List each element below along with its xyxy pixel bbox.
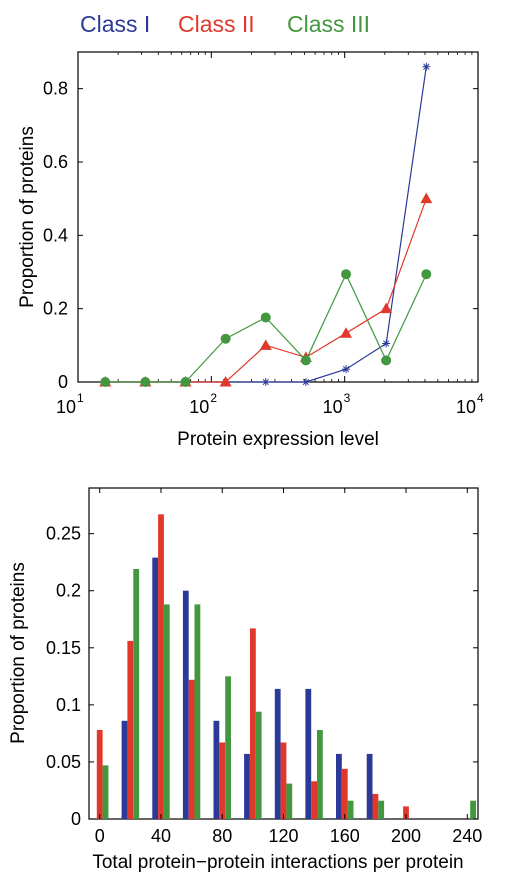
top-point-class-3 — [260, 312, 271, 323]
bottom-y-tick-label: 0.1 — [56, 695, 81, 715]
bar-class-1 — [366, 753, 373, 819]
bar-class-2 — [250, 628, 256, 819]
top-point-class-3 — [180, 377, 191, 387]
top-point-class-3 — [341, 269, 352, 280]
bar-class-2 — [188, 679, 195, 819]
top-y-tick-label: 0.6 — [43, 152, 68, 172]
top-x-tick-exponent: 3 — [344, 391, 351, 405]
top-x-tick-exponent: 1 — [77, 391, 84, 405]
top-point-class-1 — [422, 62, 431, 71]
bar-class-2 — [341, 768, 348, 819]
bar-class-3 — [378, 800, 385, 819]
bar-class-1 — [121, 720, 128, 819]
bottom-x-tick-label: 120 — [268, 826, 298, 846]
top-y-tick-label: 0.2 — [43, 299, 68, 319]
top-x-tick-label: 10 — [323, 397, 343, 417]
bar-class-2 — [219, 742, 226, 819]
bar-class-3 — [470, 800, 476, 819]
bottom-bars-layer — [96, 514, 476, 819]
top-point-class-3 — [381, 355, 392, 366]
bar-class-2 — [372, 793, 379, 819]
bar-class-1 — [274, 688, 281, 819]
top-point-class-3 — [220, 333, 231, 344]
bar-class-2 — [127, 640, 134, 819]
bar-class-3 — [286, 783, 293, 819]
bar-class-3 — [133, 569, 140, 819]
bottom-x-axis-title: Total protein−protein interactions per p… — [92, 852, 463, 873]
top-series-layer — [99, 62, 433, 387]
top-point-class-1 — [382, 339, 391, 348]
bar-class-3 — [255, 711, 262, 819]
legend-class-3: Class III — [287, 11, 370, 37]
legend: Class I Class II Class III — [80, 11, 370, 37]
top-plot-frame — [77, 51, 479, 383]
top-point-class-1 — [342, 365, 351, 374]
top-y-axis-title: Proportion of proteins — [17, 126, 38, 308]
bottom-x-tick-label: 240 — [452, 826, 482, 846]
top-x-tick-label: 10 — [189, 397, 209, 417]
top-x-tick-exponent: 4 — [477, 391, 484, 405]
bar-class-3 — [102, 765, 109, 819]
interactions-bar-chart: 0 0.05 0.1 0.15 0.2 0.25 0 40 80 120 160 200 240 Tot… — [8, 487, 482, 873]
top-x-axis-title: Protein expression level — [177, 429, 379, 450]
bar-class-3 — [347, 800, 354, 819]
top-series-line-3 — [105, 272, 427, 383]
bar-class-1 — [182, 590, 189, 819]
top-point-class-2 — [259, 339, 272, 350]
top-point-class-2 — [340, 327, 353, 338]
bottom-y-tick-label: 0.2 — [56, 581, 81, 601]
bottom-y-tick-label: 0.05 — [46, 752, 81, 772]
bar-class-3 — [163, 604, 170, 819]
bar-class-2 — [403, 806, 409, 819]
bottom-y-tick-label: 0.25 — [46, 524, 81, 544]
bar-class-1 — [152, 557, 159, 819]
bar-class-2 — [96, 730, 103, 819]
top-point-class-1 — [301, 378, 310, 386]
top-axis-ticks: 00.20.40.60.810 1 10 2 10 3 10 4 — [43, 52, 484, 417]
bar-class-1 — [336, 753, 342, 819]
bar-class-3 — [317, 730, 323, 819]
bottom-y-tick-label: 0.15 — [46, 638, 81, 658]
bar-class-3 — [194, 604, 201, 819]
legend-class-2: Class II — [178, 11, 255, 37]
bar-class-3 — [225, 676, 231, 819]
bar-class-1 — [213, 720, 220, 819]
top-point-class-3 — [421, 269, 432, 280]
bar-class-1 — [244, 753, 250, 819]
top-y-tick-label: 0.8 — [43, 79, 68, 99]
top-x-tick-exponent: 2 — [210, 391, 217, 405]
bar-class-2 — [158, 514, 164, 819]
top-y-tick-label: 0.4 — [43, 225, 68, 245]
expression-line-chart: 00.20.40.60.810 1 10 2 10 3 10 4 Protein expres… — [17, 51, 484, 450]
top-point-class-3 — [140, 377, 151, 387]
top-point-class-2 — [380, 302, 393, 314]
bottom-x-tick-label: 40 — [151, 826, 171, 846]
top-point-class-3 — [100, 377, 111, 387]
bottom-x-tick-label: 0 — [95, 826, 105, 846]
bar-class-2 — [280, 742, 287, 819]
top-point-class-3 — [300, 355, 311, 366]
top-y-tick-label: 0 — [58, 372, 68, 392]
top-point-class-1 — [261, 378, 270, 386]
bottom-axis-ticks: 0 0.05 0.1 0.15 0.2 0.25 0 40 80 120 160 200 240 — [46, 488, 482, 846]
top-point-class-2 — [219, 376, 232, 387]
bottom-y-tick-label: 0 — [71, 809, 81, 829]
bar-class-1 — [305, 688, 312, 819]
bottom-y-axis-title: Proportion of proteins — [8, 562, 29, 744]
bottom-x-tick-label: 160 — [330, 826, 360, 846]
bottom-x-tick-label: 80 — [212, 826, 232, 846]
top-series-line-1 — [105, 66, 427, 383]
top-x-tick-label: 10 — [456, 397, 476, 417]
bottom-x-tick-label: 200 — [391, 826, 421, 846]
top-point-class-2 — [420, 192, 433, 204]
legend-class-1: Class I — [80, 11, 150, 37]
bar-class-2 — [311, 781, 317, 819]
top-x-tick-label: 10 — [56, 397, 76, 417]
top-series-line-2 — [105, 198, 427, 383]
